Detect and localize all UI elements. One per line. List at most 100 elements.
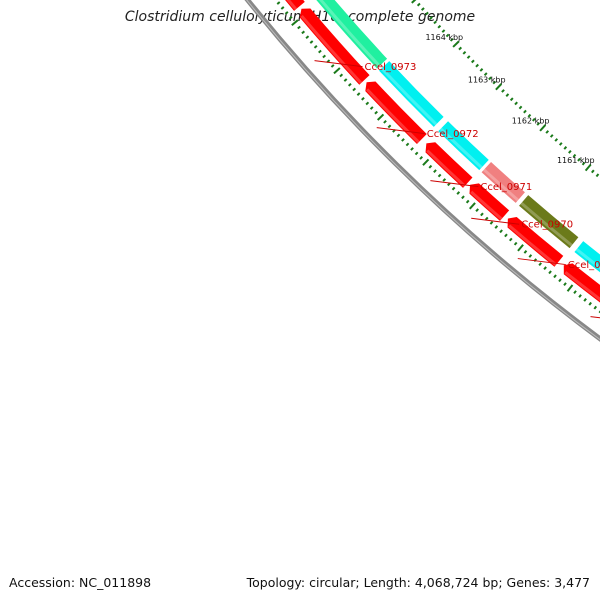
minor-tick-mark (428, 164, 433, 169)
minor-tick-mark (339, 73, 344, 78)
major-tick-mark (539, 124, 547, 132)
inner-tick-ring (411, 0, 600, 178)
major-tick-mark (422, 158, 430, 166)
minor-tick-mark (361, 96, 365, 101)
minor-tick-mark (509, 97, 514, 102)
minor-tick-mark (581, 161, 586, 166)
minor-tick-mark (374, 110, 378, 115)
minor-tick-mark (437, 24, 442, 29)
minor-tick-mark (383, 119, 387, 124)
callout-line (517, 258, 566, 266)
cds-highlight (508, 224, 557, 266)
minor-tick-mark (410, 147, 414, 151)
minor-tick-mark (588, 301, 592, 306)
minor-tick-mark (536, 121, 541, 126)
backbone-arc (244, 0, 600, 342)
minor-tick-mark (437, 173, 442, 178)
minor-tick-mark (527, 113, 532, 118)
minor-tick-mark (288, 15, 293, 20)
minor-tick-mark (483, 72, 488, 76)
minor-tick-mark (577, 157, 581, 162)
minor-tick-mark (421, 7, 425, 11)
minor-tick-mark (501, 89, 505, 93)
minor-tick-mark (297, 25, 301, 30)
genome-stats-text: Topology: circular; Length: 4,068,724 bp… (246, 575, 590, 590)
backbone-highlight (246, 0, 600, 341)
feature-highlight (380, 67, 438, 126)
minor-tick-mark (451, 186, 456, 191)
feature-block (379, 61, 444, 127)
major-tick-mark (411, 0, 417, 4)
minor-tick-mark (553, 274, 557, 279)
minor-tick-mark (479, 68, 484, 72)
callout-line (376, 127, 425, 135)
minor-tick-mark (356, 92, 361, 96)
major-tick-mark (452, 40, 460, 48)
major-tick-mark (584, 163, 592, 172)
minor-tick-mark (441, 29, 446, 33)
callout-line (314, 60, 363, 68)
minor-tick-mark (433, 20, 438, 25)
feature-highlight (575, 248, 600, 270)
major-tick-mark (376, 113, 385, 121)
gene-callouts: Ccel_0968Ccel_0969Ccel_0970Ccel_0971Ccel… (314, 60, 600, 319)
feature-highlight (318, 0, 381, 67)
cds-highlight (286, 0, 298, 11)
callout-line (590, 316, 600, 319)
minor-tick-mark (558, 142, 563, 146)
minor-tick-mark (475, 208, 479, 212)
minor-tick-mark (518, 105, 523, 110)
minor-tick-mark (554, 138, 559, 142)
minor-tick-mark (461, 195, 465, 200)
minor-tick-mark (347, 82, 352, 87)
minor-tick-mark (445, 33, 450, 38)
minor-tick-mark (301, 30, 306, 35)
minor-tick-mark (322, 54, 326, 59)
gene-label: Ccel_0973 (365, 62, 417, 73)
minor-tick-mark (343, 78, 348, 82)
accession-text: Accession: NC_011898 (9, 575, 152, 590)
gene-label: Ccel_0971 (480, 182, 532, 193)
callout-line (471, 217, 520, 225)
minor-tick-mark (593, 305, 598, 310)
minor-tick-mark (563, 146, 568, 150)
minor-tick-mark (414, 151, 419, 156)
minor-tick-mark (583, 298, 587, 302)
tick-label: 1161 kbp (557, 156, 595, 165)
minor-tick-mark (591, 169, 595, 174)
feature-highlight (520, 201, 573, 247)
feature-block (481, 161, 525, 203)
minor-tick-mark (578, 294, 582, 298)
cds-highlight (470, 190, 503, 221)
minor-tick-mark (523, 250, 528, 254)
minor-tick-mark (573, 290, 577, 294)
outer-tick-ring (276, 1, 600, 314)
minor-tick-mark (466, 55, 471, 59)
minor-tick-mark (462, 50, 467, 55)
minor-tick-mark (387, 124, 392, 129)
cds-track (285, 0, 600, 303)
backbone-track (244, 0, 600, 342)
cds-arrow (425, 142, 473, 188)
minor-tick-mark (532, 117, 536, 122)
minor-tick-mark (458, 46, 463, 51)
minor-tick-mark (396, 133, 401, 138)
minor-tick-mark (572, 153, 577, 158)
feature-block (316, 0, 388, 69)
minor-tick-mark (471, 59, 475, 64)
minor-tick-mark (538, 262, 542, 267)
cds-highlight (426, 149, 466, 188)
gene-label: Ccel_0969 (568, 260, 600, 271)
feature-block (574, 241, 600, 273)
feature-block (438, 121, 489, 171)
minor-tick-mark (488, 76, 492, 81)
minor-tick-mark (484, 216, 489, 221)
cds-highlight (564, 271, 600, 302)
minor-tick-mark (433, 169, 437, 174)
major-tick-mark (291, 19, 299, 26)
minor-tick-mark (305, 35, 310, 39)
minor-tick-mark (419, 156, 423, 160)
